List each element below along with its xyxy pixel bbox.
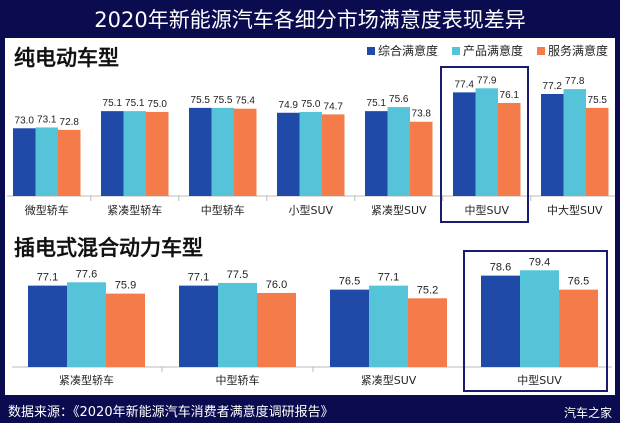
bar-value-label: 75.1 xyxy=(125,98,145,109)
category-label: 紧凑型轿车 xyxy=(59,373,114,387)
bar-value-label: 75.9 xyxy=(115,280,136,292)
bar-value-label: 75.1 xyxy=(367,98,387,109)
category-label: 微型轿车 xyxy=(25,203,69,217)
bar xyxy=(28,285,67,367)
source-note: 数据来源：《2020年新能源汽车消费者满意度调研报告》 xyxy=(8,405,334,420)
bar-value-label: 77.4 xyxy=(455,79,475,90)
bar-value-label: 79.4 xyxy=(529,256,550,268)
bar xyxy=(322,114,345,196)
bar xyxy=(520,270,559,367)
bar xyxy=(410,121,433,196)
bar xyxy=(146,111,169,196)
bar xyxy=(179,285,218,367)
bar xyxy=(123,111,146,196)
bar-value-label: 77.9 xyxy=(477,75,497,86)
section-title-bev: 纯电动车型 xyxy=(14,46,119,70)
bar-value-label: 77.1 xyxy=(188,272,209,284)
bar-value-label: 75.0 xyxy=(148,99,168,110)
legend-item: 综合满意度 xyxy=(366,42,438,59)
category-label: 小型SUV xyxy=(288,203,333,217)
bar-value-label: 75.1 xyxy=(103,98,123,109)
category-label: 紧凑型SUV xyxy=(361,373,417,387)
bar xyxy=(563,89,586,196)
bar xyxy=(189,107,212,196)
bar-value-label: 77.1 xyxy=(37,272,58,284)
bar xyxy=(586,107,609,196)
watermark: 汽车之家 xyxy=(563,406,612,420)
bar-value-label: 74.9 xyxy=(279,100,299,111)
highlight-box xyxy=(440,66,529,223)
bar-value-label: 75.2 xyxy=(417,284,438,296)
bar xyxy=(58,129,81,196)
category-label: 中大型SUV xyxy=(547,203,603,217)
bar xyxy=(475,88,498,196)
bar xyxy=(365,111,388,196)
category-label: 中型SUV xyxy=(517,373,562,387)
bar-value-label: 75.4 xyxy=(236,96,256,107)
highlight-box xyxy=(463,250,608,392)
bar-value-label: 77.2 xyxy=(543,81,563,92)
legend-label: 产品满意度 xyxy=(462,44,523,58)
bar xyxy=(498,102,521,196)
bar-value-label: 77.5 xyxy=(227,269,248,281)
bar xyxy=(211,107,234,196)
bar-value-label: 74.7 xyxy=(324,101,344,112)
bar xyxy=(559,289,598,367)
category-label: 紧凑型SUV xyxy=(371,203,427,217)
bar-value-label: 75.5 xyxy=(213,95,233,106)
legend-swatch xyxy=(451,47,460,55)
bar-value-label: 77.8 xyxy=(565,76,585,87)
bar xyxy=(299,111,322,196)
bar xyxy=(369,285,408,367)
bar-value-label: 73.8 xyxy=(412,109,432,120)
page-title: 2020年新能源汽车各细分市场满意度表现差异 xyxy=(94,8,526,32)
bar xyxy=(35,127,58,196)
bar xyxy=(330,289,369,367)
bar-value-label: 76.5 xyxy=(568,276,589,288)
bar-value-label: 76.0 xyxy=(266,279,287,291)
legend: 综合满意度 产品满意度 服务满意度 xyxy=(366,42,608,59)
legend-label: 服务满意度 xyxy=(547,44,608,58)
bar xyxy=(67,282,106,367)
bar xyxy=(481,275,520,367)
category-label: 紧凑型轿车 xyxy=(107,203,162,217)
category-label: 中型轿车 xyxy=(201,203,245,217)
category-label: 中型轿车 xyxy=(216,373,260,387)
bar-value-label: 78.6 xyxy=(490,262,511,274)
bar xyxy=(257,292,296,367)
bar xyxy=(106,293,145,367)
bar-value-label: 75.5 xyxy=(588,95,608,106)
legend-item: 产品满意度 xyxy=(451,42,523,59)
legend-item: 服务满意度 xyxy=(536,42,608,59)
bar-value-label: 76.1 xyxy=(500,90,520,101)
bar xyxy=(101,111,124,196)
bar xyxy=(277,112,300,196)
bar xyxy=(453,92,476,196)
bar-value-label: 73.0 xyxy=(15,115,35,126)
bar xyxy=(408,298,447,367)
bar-value-label: 73.1 xyxy=(37,114,57,125)
bar-value-label: 76.5 xyxy=(339,276,360,288)
bar-value-label: 75.5 xyxy=(191,95,211,106)
bar-value-label: 72.8 xyxy=(60,117,80,128)
bar xyxy=(218,282,257,367)
legend-label: 综合满意度 xyxy=(377,44,438,58)
bar xyxy=(541,94,564,196)
bar xyxy=(387,107,410,196)
bar xyxy=(234,108,257,196)
section-title-phev: 插电式混合动力车型 xyxy=(14,236,203,260)
bar xyxy=(13,128,36,196)
category-label: 中型SUV xyxy=(464,203,509,217)
bar-value-label: 77.6 xyxy=(76,268,97,280)
legend-swatch xyxy=(536,47,545,55)
bar-value-label: 75.6 xyxy=(389,94,409,105)
legend-swatch xyxy=(366,47,375,55)
bar-value-label: 77.1 xyxy=(378,272,399,284)
bar-value-label: 75.0 xyxy=(301,99,321,110)
